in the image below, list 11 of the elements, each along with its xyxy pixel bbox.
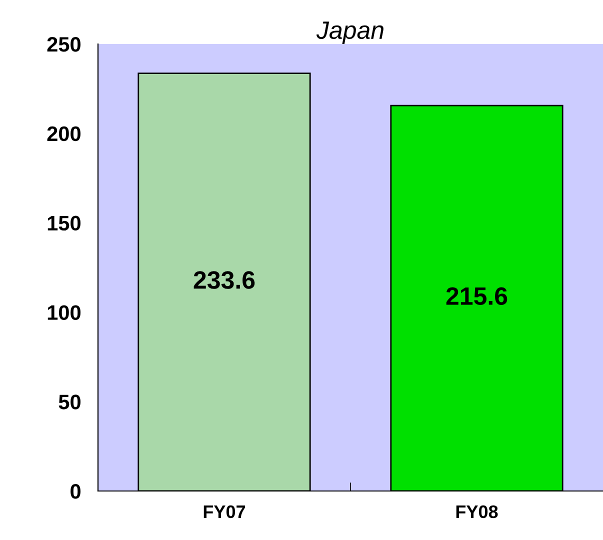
y-tick-label: 150 <box>48 216 80 231</box>
y-tick-label: 0 <box>70 484 80 499</box>
x-tick-label: FY07 <box>204 505 246 518</box>
x-tick-label: FY08 <box>456 505 498 518</box>
data-label: 215.6 <box>446 287 508 305</box>
y-tick-label: 200 <box>47 126 80 142</box>
chart-title: Japan <box>316 22 384 44</box>
data-label: 233.6 <box>194 271 255 289</box>
y-tick-label: 250 <box>47 37 80 52</box>
y-tick-label: 50 <box>58 394 80 410</box>
y-tick-label: 100 <box>48 305 80 320</box>
